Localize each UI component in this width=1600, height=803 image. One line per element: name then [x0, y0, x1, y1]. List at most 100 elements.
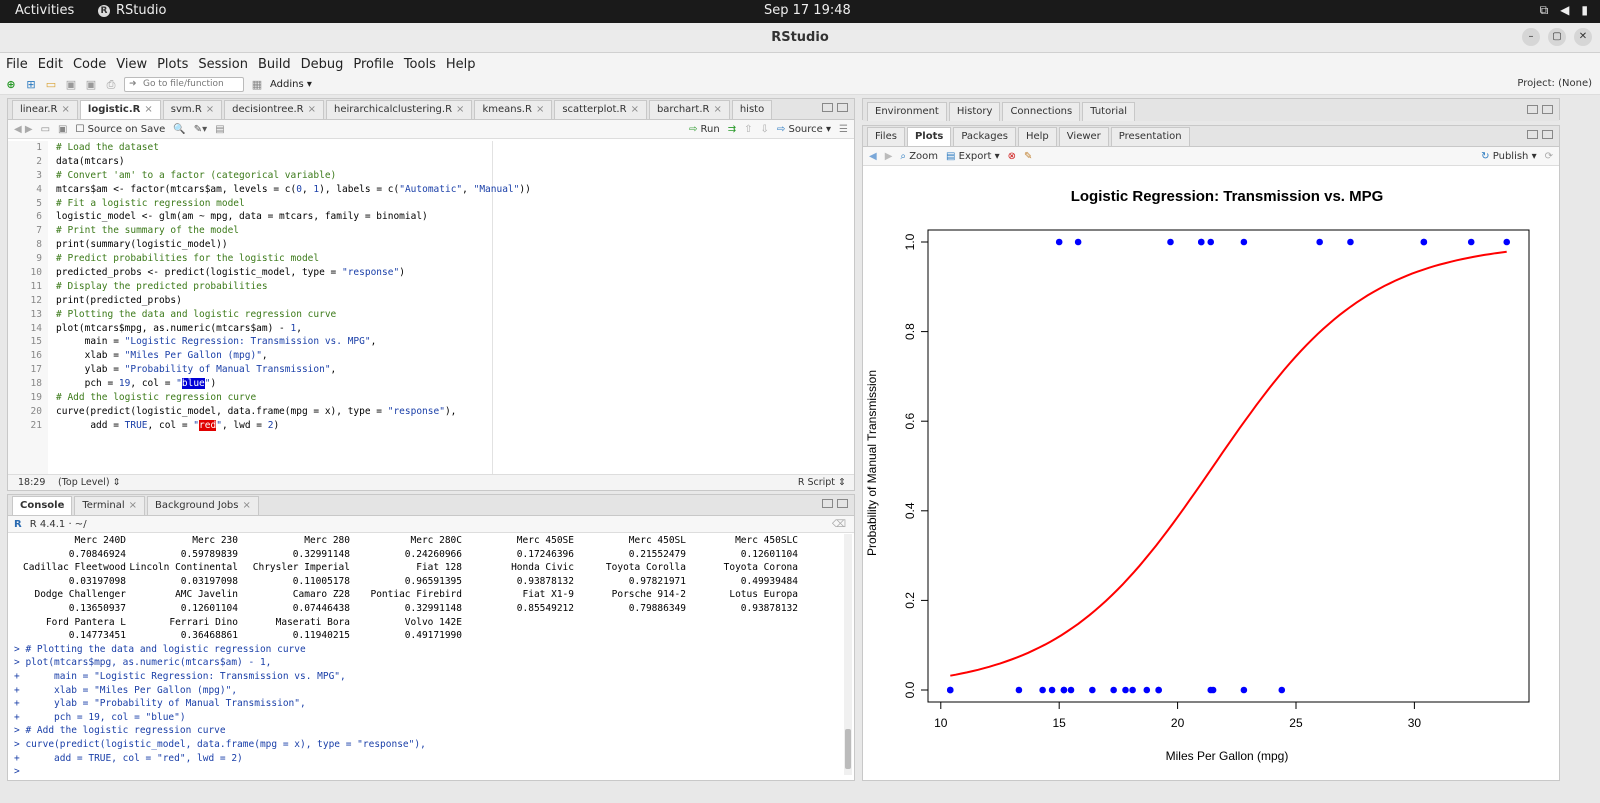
restore-env-icon[interactable]: [1527, 105, 1538, 114]
menu-debug[interactable]: Debug: [300, 56, 344, 72]
print-icon[interactable]: ⎙: [106, 77, 116, 91]
next-plot-icon[interactable]: ▶: [884, 150, 893, 162]
code-line[interactable]: plot(mtcars$mpg, as.numeric(mtcars$am) -…: [56, 322, 302, 334]
code-line[interactable]: # Plotting the data and logistic regress…: [56, 308, 337, 320]
code-line[interactable]: logistic_model <- glm(am ~ mpg, data = m…: [56, 211, 428, 223]
addins-menu[interactable]: Addins ▾: [270, 79, 312, 90]
code-line[interactable]: add = TRUE, col = "red", lwd = 2): [56, 419, 280, 431]
menu-profile[interactable]: Profile: [353, 56, 394, 72]
editor-tab-kmeans-r[interactable]: kmeans.R ×: [474, 100, 553, 119]
code-line[interactable]: curve(predict(logistic_model, data.frame…: [56, 405, 457, 417]
go-down-icon[interactable]: ⇩: [760, 123, 769, 135]
minimize-console-icon[interactable]: [822, 499, 833, 508]
rerun-icon[interactable]: ⇉: [727, 123, 737, 135]
volume-icon[interactable]: ◀: [1560, 3, 1570, 17]
activities-button[interactable]: Activities: [15, 3, 75, 18]
close-tab-icon[interactable]: ×: [144, 104, 153, 115]
maximize-console-icon[interactable]: [837, 499, 848, 508]
new-project-icon[interactable]: ⊞: [26, 77, 36, 91]
editor-tab-linear-r[interactable]: linear.R ×: [12, 100, 78, 119]
code-line[interactable]: predicted_probs <- predict(logistic_mode…: [56, 267, 405, 279]
close-icon[interactable]: ✕: [1574, 28, 1592, 46]
console-scrollbar[interactable]: [844, 534, 852, 775]
env-tab-history[interactable]: History: [948, 102, 1001, 121]
layout-grid-icon[interactable]: ▦: [251, 77, 263, 91]
battery-icon[interactable]: ▮: [1581, 3, 1588, 17]
close-tab-icon[interactable]: ×: [713, 104, 722, 115]
outline-icon[interactable]: ☰: [839, 123, 848, 135]
network-icon[interactable]: ⧉: [1539, 3, 1549, 17]
env-tab-tutorial[interactable]: Tutorial: [1082, 102, 1135, 121]
maximize-pane-icon[interactable]: [837, 103, 848, 112]
code-line[interactable]: # Load the dataset: [56, 142, 159, 153]
editor-tab-histo[interactable]: histo: [731, 100, 773, 119]
editor-tab-heirarchicalclustering-r[interactable]: heirarchicalclustering.R ×: [326, 100, 473, 119]
previous-plot-icon[interactable]: ◀: [869, 150, 877, 162]
export-button[interactable]: ▤ Export ▾: [946, 150, 1000, 162]
code-line[interactable]: # Convert 'am' to a factor (categorical …: [56, 169, 337, 181]
scope-selector[interactable]: (Top Level) ⇕: [58, 477, 121, 488]
code-line[interactable]: # Fit a logistic regression model: [56, 197, 245, 209]
clock[interactable]: Sep 17 19:48: [764, 3, 851, 18]
code-line[interactable]: # Display the predicted probabilities: [56, 280, 268, 292]
editor-tab-svm-r[interactable]: svm.R ×: [162, 100, 223, 119]
save-all-icon[interactable]: ▣: [85, 77, 97, 91]
code-line[interactable]: data(mtcars): [56, 155, 125, 167]
zoom-button[interactable]: ⌕ Zoom: [900, 150, 939, 162]
plots-tab-packages[interactable]: Packages: [953, 127, 1016, 146]
env-tab-connections[interactable]: Connections: [1002, 102, 1081, 121]
plots-tab-viewer[interactable]: Viewer: [1058, 127, 1109, 146]
plots-tab-plots[interactable]: Plots: [906, 127, 952, 146]
close-tab-icon[interactable]: ×: [456, 104, 465, 115]
menu-help[interactable]: Help: [445, 56, 476, 72]
menu-session[interactable]: Session: [198, 56, 248, 72]
editor-tab-logistic-r[interactable]: logistic.R ×: [79, 100, 161, 119]
editor-tab-scatterplot-r[interactable]: scatterplot.R ×: [554, 100, 647, 119]
close-tab-icon[interactable]: ×: [535, 104, 545, 115]
refresh-plot-icon[interactable]: ⟳: [1544, 150, 1553, 162]
back-arrow-icon[interactable]: ◀ ▶: [14, 123, 33, 135]
code-line[interactable]: print(summary(logistic_model)): [56, 239, 228, 251]
code-line[interactable]: # Print the summary of the model: [56, 225, 240, 237]
menu-build[interactable]: Build: [257, 56, 291, 72]
compile-icon[interactable]: ▤: [215, 123, 225, 135]
source-on-save-checkbox[interactable]: ☐ Source on Save: [75, 123, 166, 135]
env-tab-environment[interactable]: Environment: [867, 102, 947, 121]
project-menu[interactable]: Project: (None): [1517, 78, 1592, 89]
menu-view[interactable]: View: [116, 56, 148, 72]
go-up-icon[interactable]: ⇧: [744, 123, 753, 135]
publish-button[interactable]: ↻ Publish ▾: [1481, 150, 1537, 162]
minimize-pane-icon[interactable]: [822, 103, 833, 112]
app-menu[interactable]: R RStudio: [98, 3, 166, 18]
console-output[interactable]: Merc 240D Merc 230 Merc 280 Merc 280C Merc 4…: [14, 534, 844, 779]
maximize-icon[interactable]: ▢: [1548, 28, 1566, 46]
save-file-icon[interactable]: ▣: [58, 123, 68, 135]
editor-tab-decisiontree-r[interactable]: decisiontree.R ×: [224, 100, 325, 119]
close-tab-icon[interactable]: ×: [242, 500, 251, 511]
plots-tab-presentation[interactable]: Presentation: [1110, 127, 1190, 146]
code-line[interactable]: pch = 19, col = "blue"): [56, 378, 217, 390]
show-in-window-icon[interactable]: ▭: [40, 123, 51, 135]
close-tab-icon[interactable]: ×: [61, 104, 70, 115]
maximize-env-icon[interactable]: [1542, 105, 1553, 114]
code-line[interactable]: xlab = "Miles Per Gallon (mpg)",: [56, 350, 268, 362]
clear-console-icon[interactable]: ⌫: [831, 518, 846, 530]
menu-code[interactable]: Code: [72, 56, 107, 72]
find-icon[interactable]: 🔍: [173, 123, 186, 135]
console-tab-console[interactable]: Console: [12, 496, 73, 515]
close-tab-icon[interactable]: ×: [128, 500, 138, 511]
source-button[interactable]: ⇨ Source ▾: [776, 123, 832, 135]
console-tab-background-jobs[interactable]: Background Jobs ×: [147, 496, 259, 515]
menu-plots[interactable]: Plots: [157, 56, 189, 72]
code-line[interactable]: print(predicted_probs): [56, 294, 182, 306]
code-line[interactable]: # Add the logistic regression curve: [56, 392, 257, 404]
code-line[interactable]: mtcars$am <- factor(mtcars$am, levels = …: [56, 183, 531, 195]
minimize-icon[interactable]: –: [1522, 28, 1540, 46]
plots-tab-files[interactable]: Files: [867, 127, 905, 146]
new-file-icon[interactable]: ⊕: [6, 77, 16, 91]
close-tab-icon[interactable]: ×: [630, 104, 639, 115]
code-line[interactable]: ylab = "Probability of Manual Transmissi…: [56, 364, 337, 376]
close-tab-icon[interactable]: ×: [205, 104, 215, 115]
code-line[interactable]: main = "Logistic Regression: Transmissio…: [56, 336, 377, 348]
code-area[interactable]: # Load the dataset data(mtcars) # Convert …: [56, 141, 856, 433]
